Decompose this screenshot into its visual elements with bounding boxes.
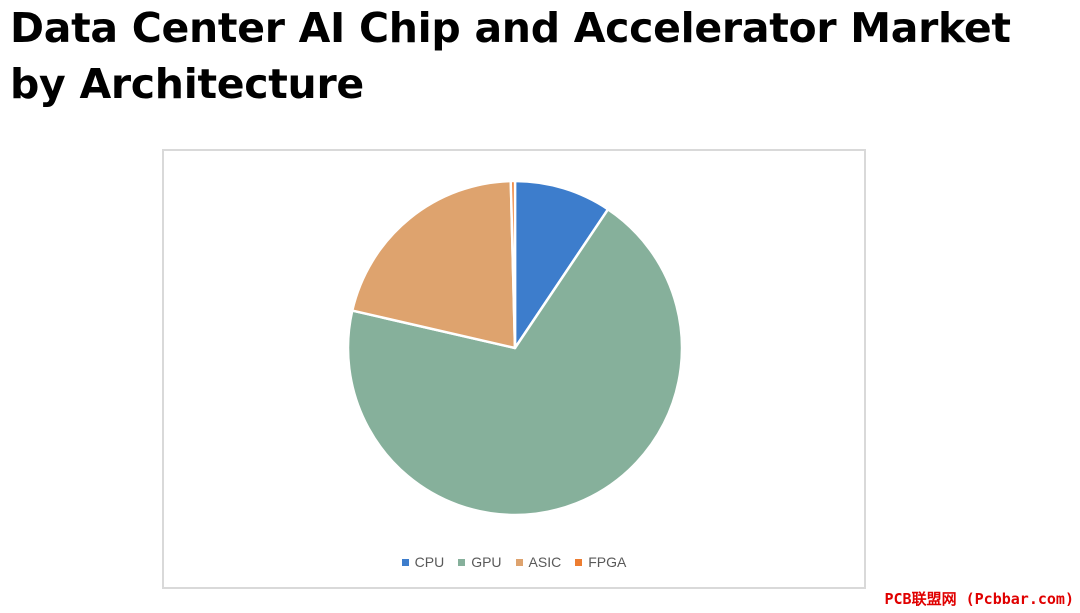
legend-item-gpu: GPU: [458, 554, 502, 570]
pie-slice-fpga: [509, 179, 517, 350]
legend-item-cpu: CPU: [401, 554, 445, 570]
legend-swatch: [458, 558, 466, 566]
watermark-text: PCB联盟网 (Pcbbar.com): [884, 590, 1075, 608]
pie-slice-asic: [351, 179, 517, 350]
pie-chart: [346, 179, 684, 517]
chart-area: CPU GPU ASIC FPGA: [162, 149, 866, 589]
pie-slice-gpu: [346, 208, 684, 517]
legend-label: CPU: [414, 554, 445, 570]
pie-slice-cpu: [513, 179, 610, 350]
legend-label: GPU: [471, 554, 502, 570]
legend-swatch: [575, 558, 583, 566]
page-title: Data Center AI Chip and Accelerator Mark…: [10, 4, 1011, 108]
legend-swatch: [401, 558, 409, 566]
legend-label: FPGA: [588, 554, 627, 570]
legend-item-asic: ASIC: [515, 554, 562, 570]
legend-label: ASIC: [528, 554, 562, 570]
pie-slices: [346, 179, 684, 517]
legend-swatch: [515, 558, 523, 566]
chart-legend: CPU GPU ASIC FPGA: [164, 551, 864, 573]
legend-item-fpga: FPGA: [575, 554, 626, 570]
